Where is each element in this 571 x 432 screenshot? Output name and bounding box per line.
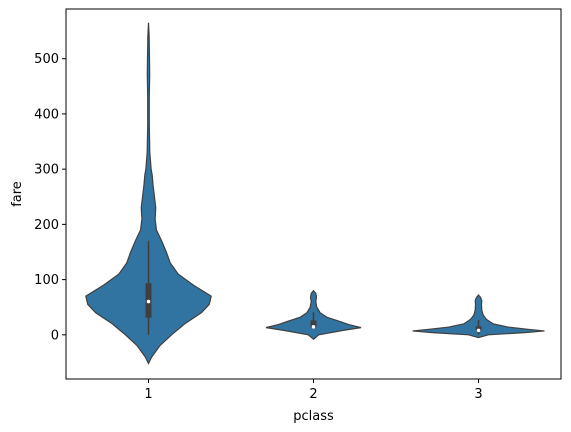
violin-iqr-box-3 [475,326,482,331]
violin-median-3 [476,328,481,333]
x-tick-label-3: 3 [474,387,482,402]
y-tick-label-500: 500 [34,52,59,67]
plot-frame [65,8,562,380]
violin-body-1 [85,22,212,365]
y-tick-label-100: 100 [34,273,59,288]
y-tick-label-300: 300 [34,163,59,178]
violin-iqr-box-2 [310,320,317,328]
violin-median-2 [311,325,316,329]
violin-median-1 [146,299,151,304]
x-axis-ticks: 1 2 3 [144,379,483,402]
violins-group [85,22,545,365]
x-tick-label-2: 2 [309,387,317,402]
y-axis-ticks: 0 100 200 300 400 500 [34,52,66,343]
y-tick-label-200: 200 [34,218,59,233]
x-axis-label: pclass [293,409,334,424]
x-tick-label-1: 1 [144,387,152,402]
y-tick-label-0: 0 [51,328,59,343]
y-axis-label: fare [10,181,25,207]
y-tick-label-400: 400 [34,107,59,122]
violin-body-3 [412,294,545,339]
